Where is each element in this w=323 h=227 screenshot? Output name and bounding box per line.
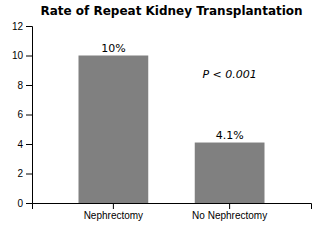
tick: 12: [12, 21, 32, 32]
tick: 2: [17, 168, 32, 179]
tick: 8: [17, 80, 32, 91]
annotation: P < 0.001: [202, 68, 256, 81]
tick-mark: [26, 174, 32, 175]
chart: Rate of Repeat Kidney Transplantation 0 2 4…: [0, 0, 323, 227]
tick-mark: [26, 26, 32, 27]
x-axis: Nephrectomy No Nephrectomy: [33, 203, 312, 221]
tick-mark: [26, 203, 32, 204]
tick-mark: [26, 115, 32, 116]
bar: [79, 56, 149, 204]
tick: No Nephrectomy: [192, 203, 267, 221]
bars: [79, 56, 265, 204]
tick: 10: [12, 50, 32, 61]
tick-label: 8: [17, 80, 23, 91]
tick: 4: [17, 139, 32, 150]
tick-mark: [26, 144, 32, 145]
tick-mark: [26, 56, 32, 57]
y-axis: 0 2 4 6 8 10 12: [12, 21, 33, 209]
tick-mark: [229, 203, 230, 209]
axis-line: [33, 204, 312, 210]
tick-mark: [26, 85, 32, 86]
tick-label: 2: [17, 168, 23, 179]
tick-label: 4: [17, 139, 23, 150]
title: Rate of Repeat Kidney Transplantation: [40, 4, 302, 18]
data-labels: 10% 4.1%: [101, 42, 243, 142]
tick-label: 0: [17, 198, 23, 209]
tick-label: 6: [17, 109, 23, 120]
axis-line: [26, 27, 33, 204]
tick: Nephrectomy: [84, 203, 143, 221]
tick-label: No Nephrectomy: [192, 210, 267, 221]
bar: [195, 143, 265, 203]
tick: 0: [17, 198, 32, 209]
plot: 0 2 4 6 8 10 12 Nephrectomy No Nephrectomy 10% 4.1…: [12, 21, 312, 221]
tick-label: 12: [12, 21, 24, 32]
tick-mark: [113, 203, 114, 209]
tick: 6: [17, 109, 32, 120]
tick-label: Nephrectomy: [84, 210, 143, 221]
tick-label: 10: [12, 50, 24, 61]
data-label: 4.1%: [216, 129, 244, 142]
data-label: 10%: [101, 42, 125, 55]
